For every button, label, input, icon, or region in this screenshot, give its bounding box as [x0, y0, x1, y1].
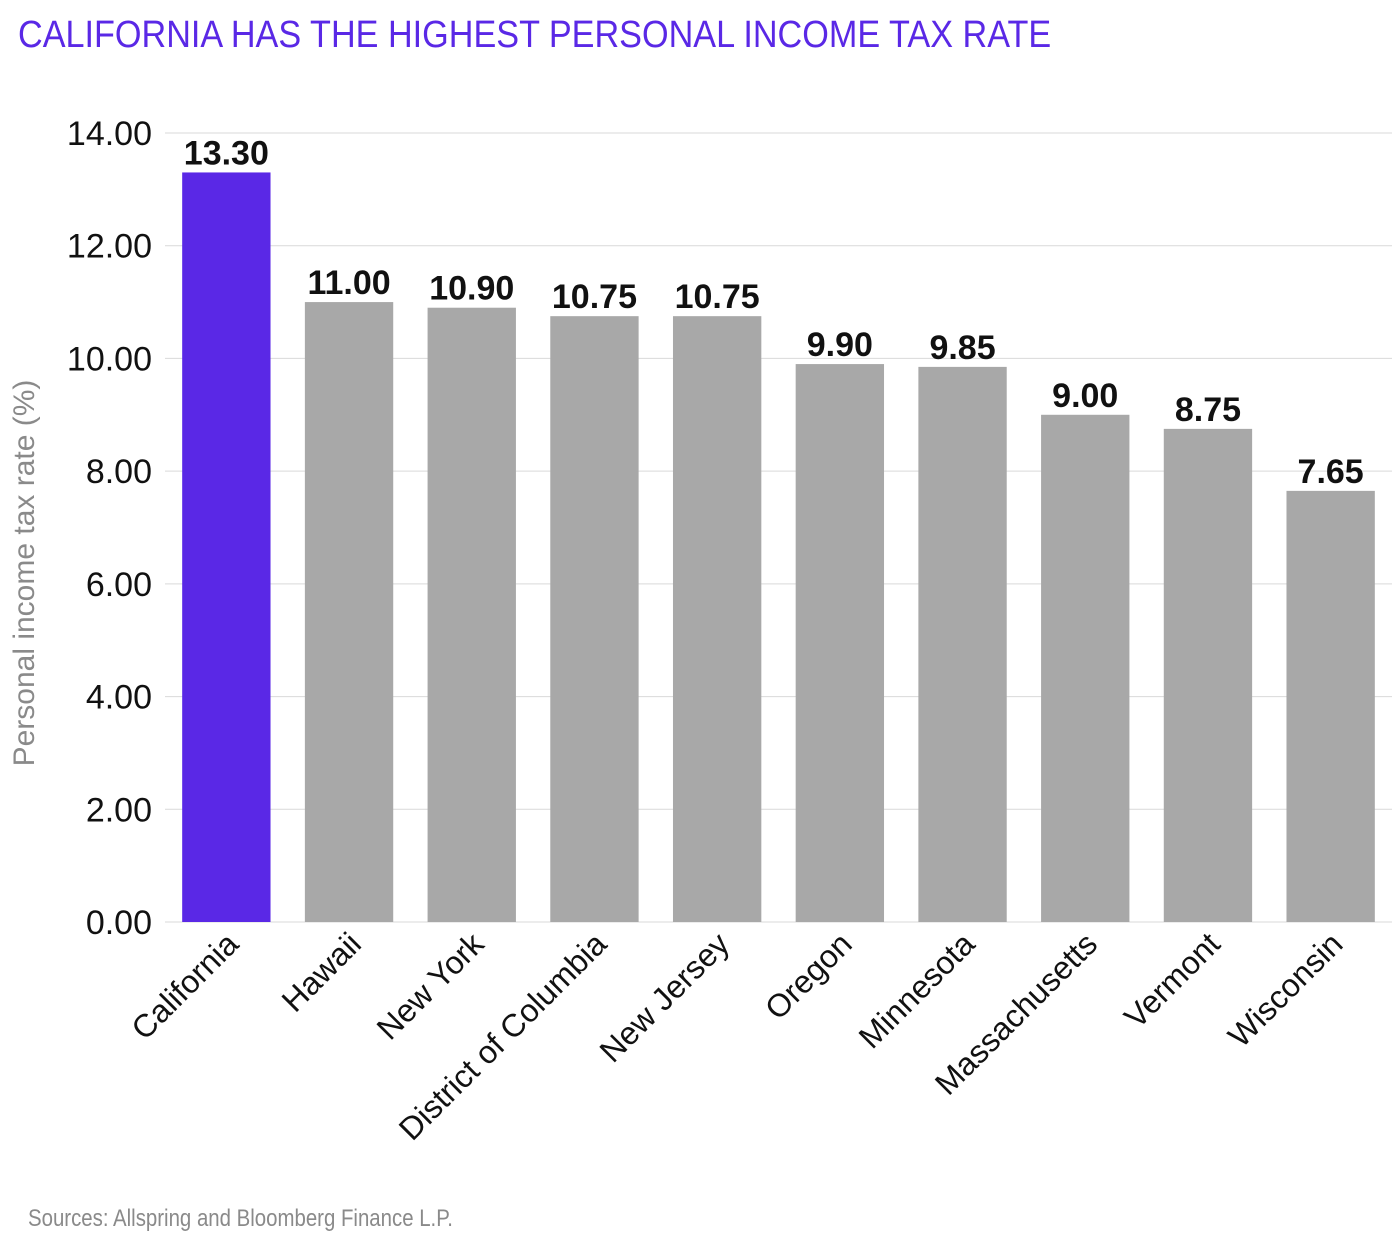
x-tick-label: New Jersey — [592, 925, 736, 1069]
bar — [795, 364, 885, 922]
y-tick-label: 12.00 — [67, 228, 152, 266]
y-axis-label: Personal income tax rate (%) — [8, 380, 41, 767]
chart-title: CALIFORNIA HAS THE HIGHEST PERSONAL INCO… — [18, 14, 1052, 56]
bar — [918, 366, 1007, 922]
x-tick-label: California — [124, 925, 245, 1046]
y-axis-ticks: 0.00 2.00 4.00 6.00 8.00 10.00 12.00 14.00 — [67, 115, 152, 942]
bar — [672, 316, 762, 922]
bars — [182, 172, 1375, 923]
data-label: 13.30 — [184, 134, 269, 172]
y-tick-label: 6.00 — [86, 566, 152, 604]
x-tick-label: Hawaii — [275, 925, 368, 1018]
bar — [1163, 428, 1253, 922]
x-tick-label: District of Columbia — [392, 925, 614, 1147]
data-label: 9.85 — [929, 329, 995, 367]
y-tick-label: 8.00 — [86, 453, 152, 491]
source-note: Sources: Allspring and Bloomberg Finance… — [28, 1205, 453, 1232]
data-label: 10.90 — [429, 270, 514, 308]
bar — [182, 172, 271, 922]
data-label: 9.00 — [1052, 377, 1118, 415]
data-label: 11.00 — [307, 264, 390, 302]
x-tick-label: Oregon — [758, 925, 859, 1026]
bar — [1286, 490, 1375, 922]
y-tick-label: 2.00 — [86, 791, 152, 829]
data-label: 10.75 — [552, 278, 637, 316]
bar-chart: 0.00 2.00 4.00 6.00 8.00 10.00 12.00 14.00 13.3… — [8, 115, 1392, 1147]
data-labels: 13.30 11.00 10.90 10.75 10.75 9.90 9.85 9.00 8.7… — [184, 134, 1364, 490]
y-tick-label: 4.00 — [86, 679, 152, 717]
x-tick-label: Wisconsin — [1221, 925, 1350, 1054]
bar — [427, 307, 516, 922]
data-label: 9.90 — [807, 326, 873, 364]
y-tick-label: 14.00 — [67, 115, 152, 153]
bar — [304, 302, 394, 923]
data-label: 8.75 — [1175, 391, 1241, 429]
data-label: 10.75 — [675, 278, 760, 316]
bar — [550, 316, 639, 922]
x-tick-label: New York — [370, 925, 492, 1047]
y-tick-label: 0.00 — [86, 904, 152, 942]
x-tick-label: Minnesota — [852, 925, 982, 1055]
y-tick-label: 10.00 — [67, 340, 152, 378]
data-label: 7.65 — [1298, 453, 1364, 491]
bar — [1041, 414, 1130, 922]
x-tick-label: Vermont — [1117, 925, 1227, 1035]
